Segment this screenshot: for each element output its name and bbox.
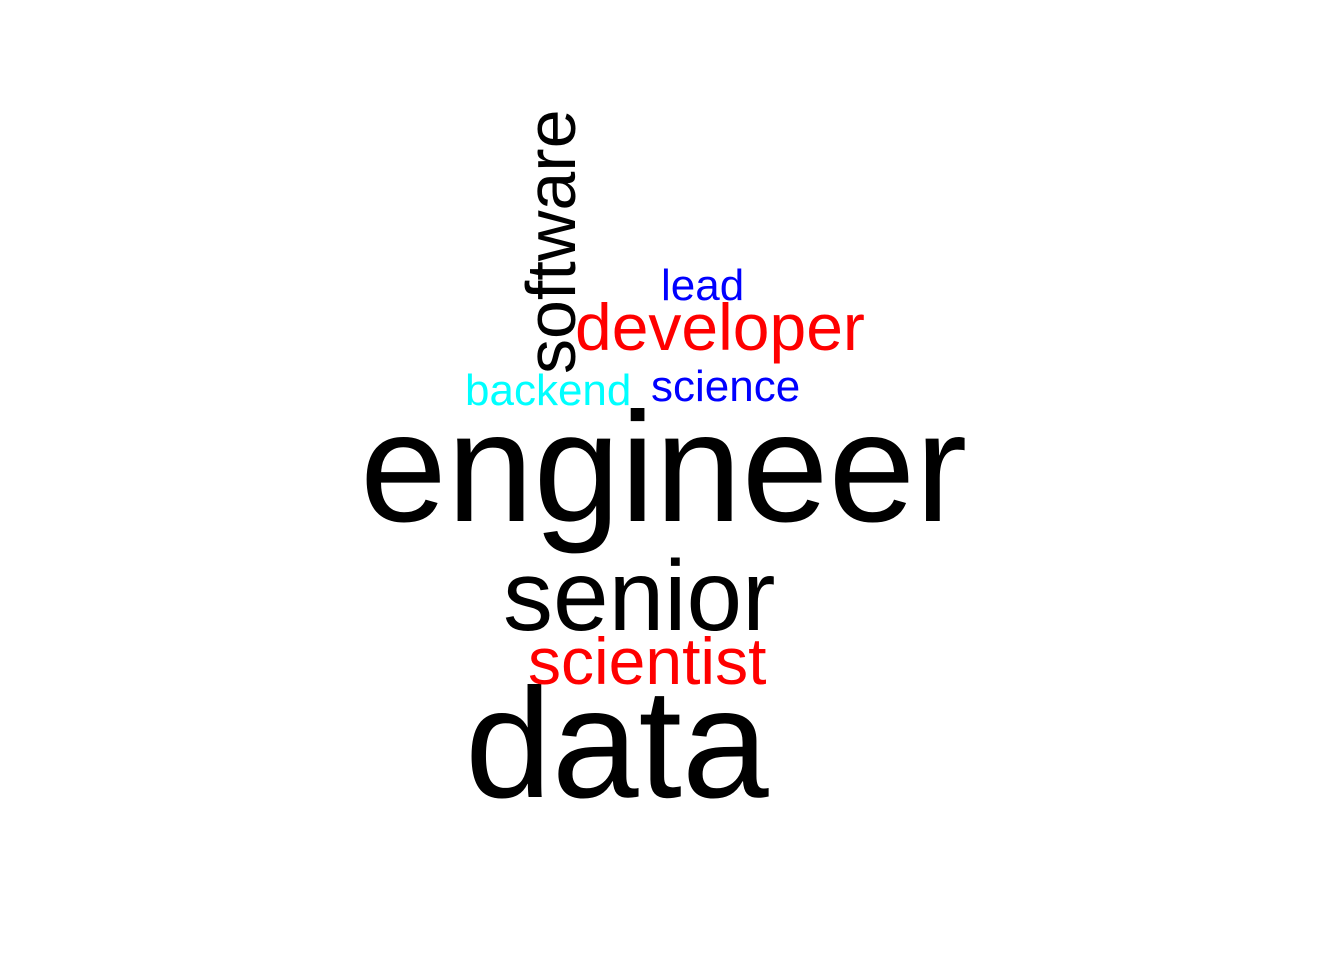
word-software: software [512, 109, 590, 374]
word-scientist: scientist [528, 624, 767, 698]
word-science: science [651, 362, 801, 411]
word-senior: senior [503, 540, 776, 652]
word-lead: lead [661, 261, 745, 310]
word-developer: developer [575, 290, 865, 364]
word-data: data [465, 657, 769, 831]
word-backend: backend [465, 366, 632, 415]
word-engineer: engineer [360, 381, 968, 555]
